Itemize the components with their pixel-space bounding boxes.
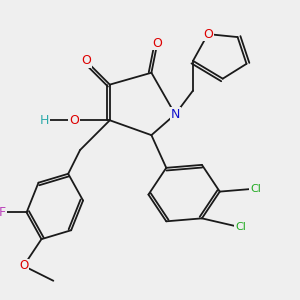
Text: O: O — [152, 37, 162, 50]
Text: O: O — [19, 260, 28, 272]
Text: O: O — [81, 54, 91, 67]
Text: Cl: Cl — [250, 184, 261, 194]
Text: O: O — [69, 114, 79, 127]
Text: H: H — [40, 114, 49, 127]
Text: F: F — [0, 206, 6, 219]
Text: Cl: Cl — [235, 222, 246, 232]
Text: O: O — [203, 28, 213, 40]
Text: N: N — [170, 108, 180, 121]
